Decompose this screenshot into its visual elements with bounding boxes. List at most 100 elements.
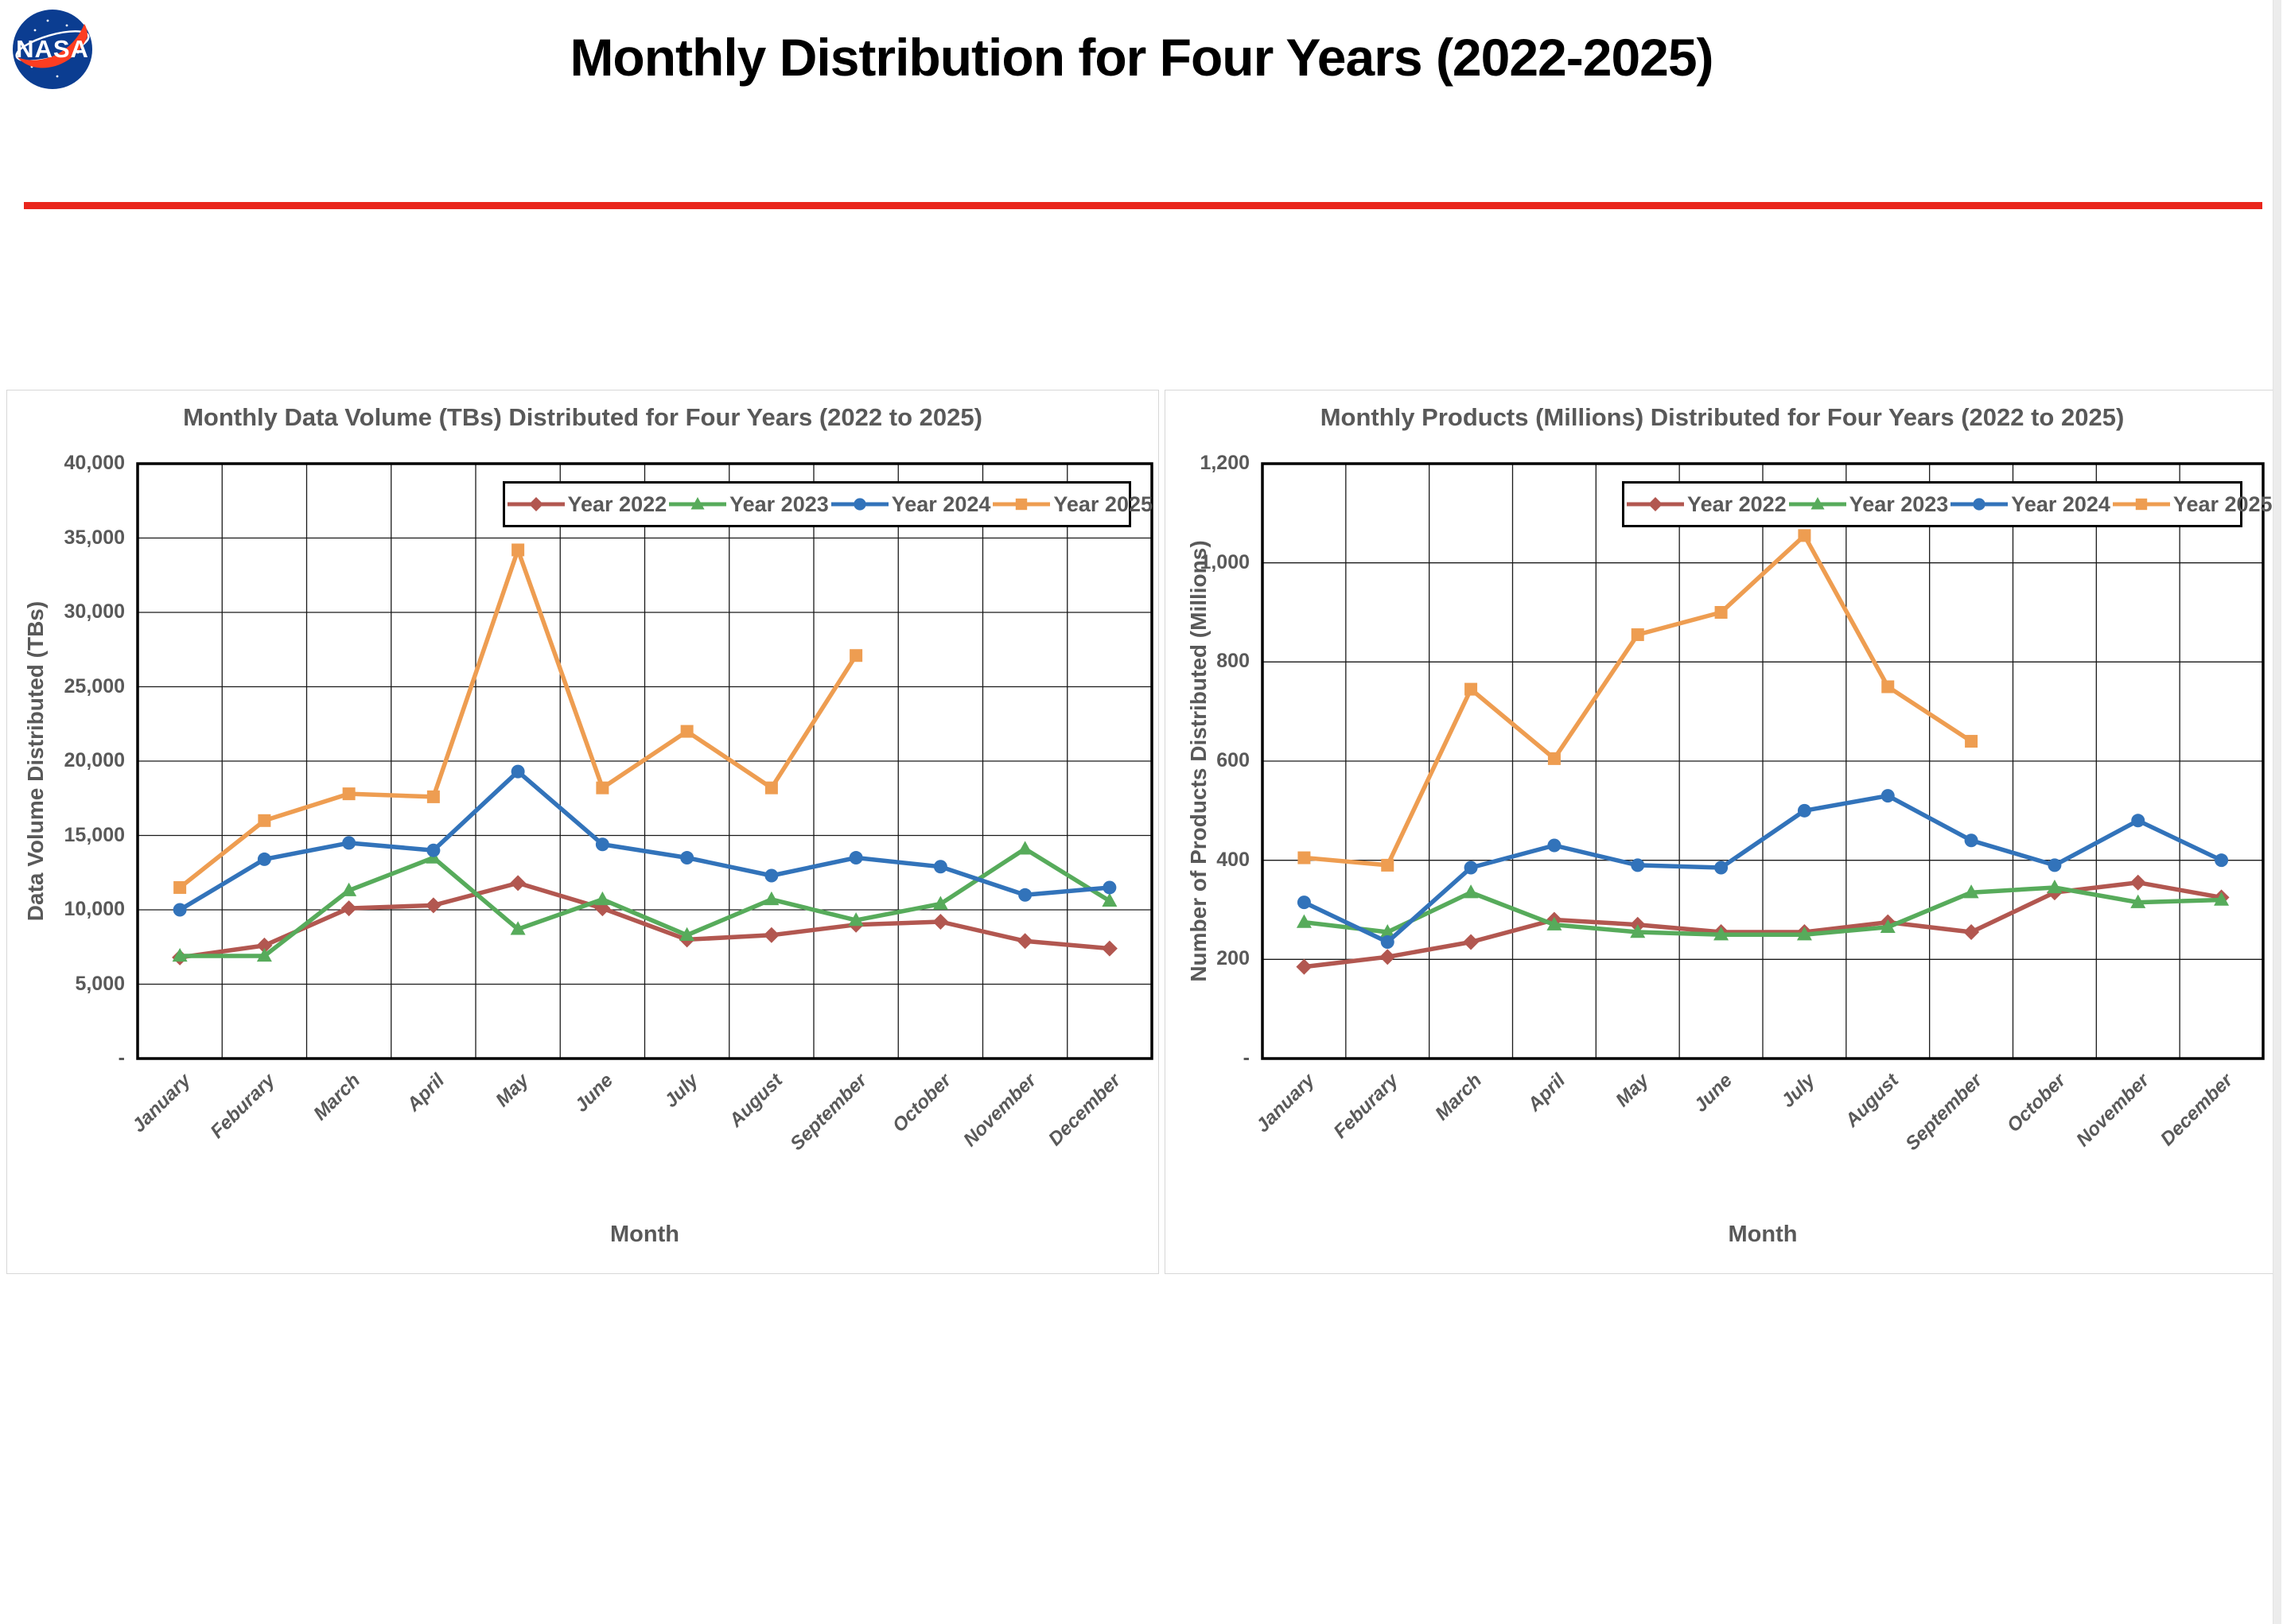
data-point-year-2025 bbox=[850, 649, 863, 662]
legend-marker-circle-icon bbox=[830, 498, 889, 511]
y-tick-label: 600 bbox=[1216, 749, 1250, 771]
legend-marker-square-icon bbox=[2112, 498, 2170, 511]
legend-label: Year 2024 bbox=[2011, 491, 2110, 516]
data-point-year-2022 bbox=[763, 927, 780, 943]
data-point-year-2022 bbox=[932, 913, 949, 930]
data-point-year-2024 bbox=[2215, 853, 2229, 868]
legend-item-year-2023: Year 2023 bbox=[1787, 491, 1949, 517]
legend: Year 2022 Year 2023 Year 2024 Year 2025 bbox=[502, 481, 1153, 527]
legend-marker-circle-icon bbox=[1950, 498, 2009, 511]
data-point-year-2024 bbox=[1714, 861, 1729, 875]
series-line-year-2023 bbox=[177, 846, 1112, 958]
legend-label: Year 2023 bbox=[1849, 491, 1949, 516]
data-point-year-2023 bbox=[256, 947, 272, 962]
data-point-year-2023 bbox=[1379, 924, 1395, 938]
x-axis-title: Month bbox=[610, 1222, 679, 1247]
data-point-year-2022 bbox=[1017, 933, 1033, 950]
title-underline bbox=[24, 202, 2262, 209]
data-point-year-2024 bbox=[2048, 858, 2062, 872]
data-point-year-2023 bbox=[172, 947, 188, 962]
legend-marker-shape bbox=[2135, 498, 2148, 511]
y-tick-label: 40,000 bbox=[64, 452, 125, 474]
legend-marker-shape bbox=[528, 497, 543, 511]
legend-item-year-2022: Year 2022 bbox=[1624, 492, 1787, 517]
series-line-year-2025 bbox=[1301, 533, 1974, 868]
data-point-year-2022 bbox=[1101, 940, 1118, 957]
y-tick-label: 20,000 bbox=[64, 749, 125, 771]
data-point-year-2023 bbox=[932, 896, 948, 910]
data-point-year-2024 bbox=[933, 860, 947, 874]
legend-marker-shape bbox=[854, 498, 866, 511]
chart-title: Monthly Products (Millions) Distributed … bbox=[1320, 403, 2125, 431]
data-point-year-2024 bbox=[1380, 935, 1394, 950]
data-point-year-2025 bbox=[1381, 858, 1394, 872]
data-point-year-2023 bbox=[1713, 927, 1729, 941]
data-point-year-2023 bbox=[510, 921, 526, 935]
data-point-year-2022 bbox=[1296, 958, 1313, 975]
legend-item-year-2024: Year 2024 bbox=[1948, 492, 2110, 517]
data-point-year-2023 bbox=[2047, 879, 2063, 894]
data-point-year-2025 bbox=[1631, 628, 1644, 642]
legend-marker-shape bbox=[1648, 497, 1663, 511]
svg-text:NASA: NASA bbox=[16, 35, 89, 63]
data-point-year-2025 bbox=[1714, 606, 1728, 619]
y-tick-label: 200 bbox=[1216, 947, 1250, 970]
nasa-logo: NASA bbox=[11, 6, 94, 92]
data-point-year-2023 bbox=[1880, 919, 1896, 934]
scrollbar-track[interactable] bbox=[2273, 0, 2281, 1624]
data-point-year-2022 bbox=[510, 875, 527, 892]
data-point-year-2023 bbox=[679, 927, 695, 941]
data-point-year-2023 bbox=[1463, 884, 1479, 899]
data-point-year-2023 bbox=[594, 891, 610, 906]
chart-panel-products: Monthly Products (Millions) Distributed … bbox=[1165, 390, 2280, 1274]
data-point-year-2024 bbox=[342, 836, 356, 850]
legend-item-year-2023: Year 2023 bbox=[667, 492, 829, 517]
legend-item-year-2022: Year 2022 bbox=[505, 492, 667, 517]
data-point-year-2025 bbox=[1881, 680, 1895, 694]
data-point-year-2024 bbox=[1631, 858, 1645, 872]
data-point-year-2024 bbox=[764, 868, 779, 883]
legend-marker-triangle-icon bbox=[1788, 497, 1846, 510]
y-tick-label: 30,000 bbox=[64, 600, 125, 623]
data-point-year-2023 bbox=[848, 912, 864, 927]
data-point-year-2024 bbox=[257, 852, 271, 866]
data-point-year-2023 bbox=[1546, 916, 1562, 930]
data-point-year-2023 bbox=[1630, 924, 1646, 938]
y-tick-label: 15,000 bbox=[64, 823, 125, 846]
data-point-year-2022 bbox=[1463, 934, 1480, 950]
data-point-year-2025 bbox=[764, 781, 778, 795]
legend-item-year-2025: Year 2025 bbox=[2110, 492, 2273, 517]
data-point-year-2023 bbox=[1017, 841, 1033, 855]
legend-marker-shape bbox=[690, 497, 705, 510]
data-point-year-2023 bbox=[1296, 914, 1312, 928]
data-point-year-2025 bbox=[426, 790, 440, 803]
data-point-year-2025 bbox=[342, 787, 356, 801]
data-point-year-2022 bbox=[1379, 949, 1396, 965]
y-tick-label: - bbox=[118, 1047, 125, 1069]
data-point-year-2024 bbox=[849, 851, 863, 865]
data-point-year-2022 bbox=[340, 900, 357, 917]
legend-label: Year 2024 bbox=[891, 491, 991, 516]
y-tick-label: - bbox=[1243, 1047, 1250, 1069]
legend-label: Year 2022 bbox=[1687, 491, 1787, 516]
y-tick-label: 800 bbox=[1216, 650, 1250, 673]
data-point-year-2024 bbox=[1018, 888, 1033, 902]
data-point-year-2024 bbox=[1464, 861, 1478, 875]
chart-title: Monthly Data Volume (TBs) Distributed fo… bbox=[183, 403, 982, 431]
data-point-year-2024 bbox=[511, 764, 525, 779]
data-point-year-2024 bbox=[2131, 814, 2145, 828]
x-axis-title: Month bbox=[1728, 1222, 1798, 1247]
data-point-year-2023 bbox=[1102, 892, 1118, 907]
legend-marker-shape bbox=[1016, 498, 1028, 511]
data-point-year-2024 bbox=[1964, 833, 1978, 848]
data-point-year-2023 bbox=[2130, 894, 2146, 908]
series-line-year-2022 bbox=[177, 880, 1112, 960]
legend-marker-diamond-icon bbox=[1627, 497, 1685, 511]
plot-area: Year 2022 Year 2023 Year 2024 Year 2025 bbox=[1261, 462, 2273, 1060]
data-point-year-2024 bbox=[1547, 838, 1562, 853]
legend-marker-diamond-icon bbox=[507, 497, 565, 511]
nasa-meatball-icon: NASA bbox=[13, 10, 92, 89]
data-point-year-2024 bbox=[426, 843, 441, 857]
data-point-year-2023 bbox=[764, 891, 780, 906]
data-point-year-2025 bbox=[258, 814, 271, 827]
